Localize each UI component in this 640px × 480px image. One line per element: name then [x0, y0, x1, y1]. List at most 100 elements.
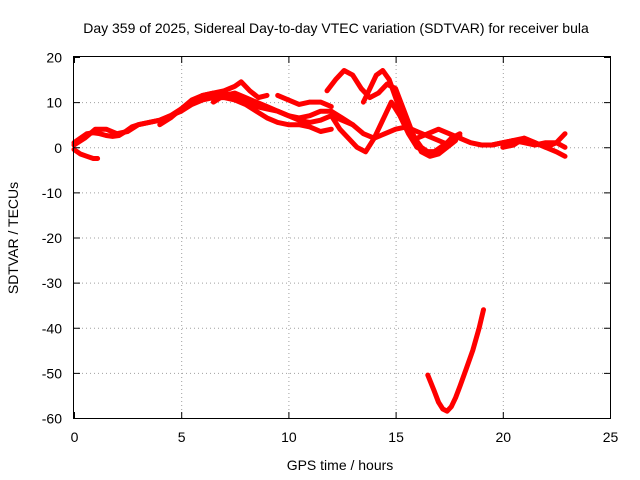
data-point [406, 127, 411, 132]
data-point [329, 113, 334, 118]
data-point [354, 145, 360, 150]
data-point [104, 127, 109, 132]
data-point [380, 68, 385, 73]
data-point [296, 115, 302, 121]
data-point [200, 93, 205, 98]
data-point [318, 99, 323, 105]
data-point [110, 134, 115, 139]
data-point [307, 99, 312, 105]
data-point [243, 95, 248, 100]
data-point [104, 133, 109, 138]
y-tick-label: -60 [42, 411, 62, 427]
data-point [374, 72, 379, 78]
data-point [254, 104, 259, 109]
data-point [346, 136, 351, 141]
data-point [399, 113, 405, 118]
data-point [479, 142, 484, 148]
data-point [91, 156, 96, 161]
data-point [554, 140, 559, 145]
y-tick-label: 10 [46, 95, 62, 111]
data-point [168, 115, 173, 121]
plot-frame [73, 56, 611, 419]
data-point [500, 145, 505, 150]
data-point [95, 156, 100, 161]
data-point [286, 122, 291, 127]
data-point [275, 120, 280, 125]
data-point [232, 84, 237, 89]
data-point [264, 115, 270, 121]
data-point [449, 404, 454, 409]
data-point [427, 154, 433, 159]
series-line-track-9 [360, 68, 463, 155]
data-point [562, 145, 568, 150]
data-point [361, 99, 366, 105]
data-point [179, 106, 184, 112]
data-point [286, 113, 291, 118]
data-point [333, 77, 338, 82]
data-point [432, 388, 437, 394]
data-point [329, 109, 334, 114]
x-tick-label: 15 [388, 429, 404, 445]
x-tick-label: 0 [71, 429, 79, 445]
data-point [436, 138, 441, 143]
data-point [444, 140, 450, 145]
data-point [247, 88, 252, 94]
data-point [307, 120, 312, 125]
data-point [337, 127, 343, 132]
data-point [444, 409, 450, 414]
data-point [367, 86, 373, 91]
data-point [296, 102, 302, 107]
data-point [211, 99, 216, 105]
data-point [389, 99, 394, 105]
data-point [425, 131, 430, 136]
y-tick-label: 0 [54, 140, 62, 156]
data-point [376, 90, 381, 96]
data-point [146, 120, 152, 125]
data-point [211, 90, 216, 96]
data-point [387, 77, 392, 82]
data-point [372, 136, 377, 141]
data-point [239, 79, 244, 85]
data-point [318, 109, 323, 114]
x-tick-label: 10 [281, 429, 297, 445]
y-tick-label: 20 [46, 50, 62, 66]
data-point [468, 140, 473, 145]
y-tick-label: -10 [42, 185, 62, 201]
data-point [414, 129, 420, 134]
data-point [393, 95, 398, 100]
data-point [414, 136, 420, 141]
gridlines [74, 57, 610, 418]
data-point [363, 149, 368, 154]
data-point [221, 93, 227, 98]
data-point [78, 151, 83, 157]
data-point [275, 93, 280, 98]
data-point [189, 97, 195, 103]
data-point [243, 99, 248, 105]
data-point [359, 86, 364, 91]
data-point [419, 145, 424, 150]
data-point [489, 142, 495, 148]
data-point [136, 122, 141, 127]
data-point [254, 109, 259, 114]
y-tick-label: -30 [42, 275, 62, 291]
data-point [157, 122, 162, 127]
data-point [425, 372, 430, 378]
y-axis-label: SDTVAR / TECUs [5, 182, 21, 294]
data-point [97, 131, 102, 136]
data-point [457, 384, 463, 389]
data-point [562, 154, 568, 159]
data-point [341, 68, 347, 73]
data-point [470, 348, 475, 353]
y-tick-label: -40 [42, 320, 62, 336]
x-tick-label: 5 [178, 429, 186, 445]
data-point [457, 136, 463, 141]
data-point [543, 140, 548, 145]
data-point [329, 127, 334, 132]
data-point [93, 127, 98, 132]
data-point [125, 129, 130, 134]
data-point [532, 140, 538, 145]
data-point [543, 145, 548, 150]
data-point [481, 307, 486, 312]
data-point [380, 118, 385, 123]
